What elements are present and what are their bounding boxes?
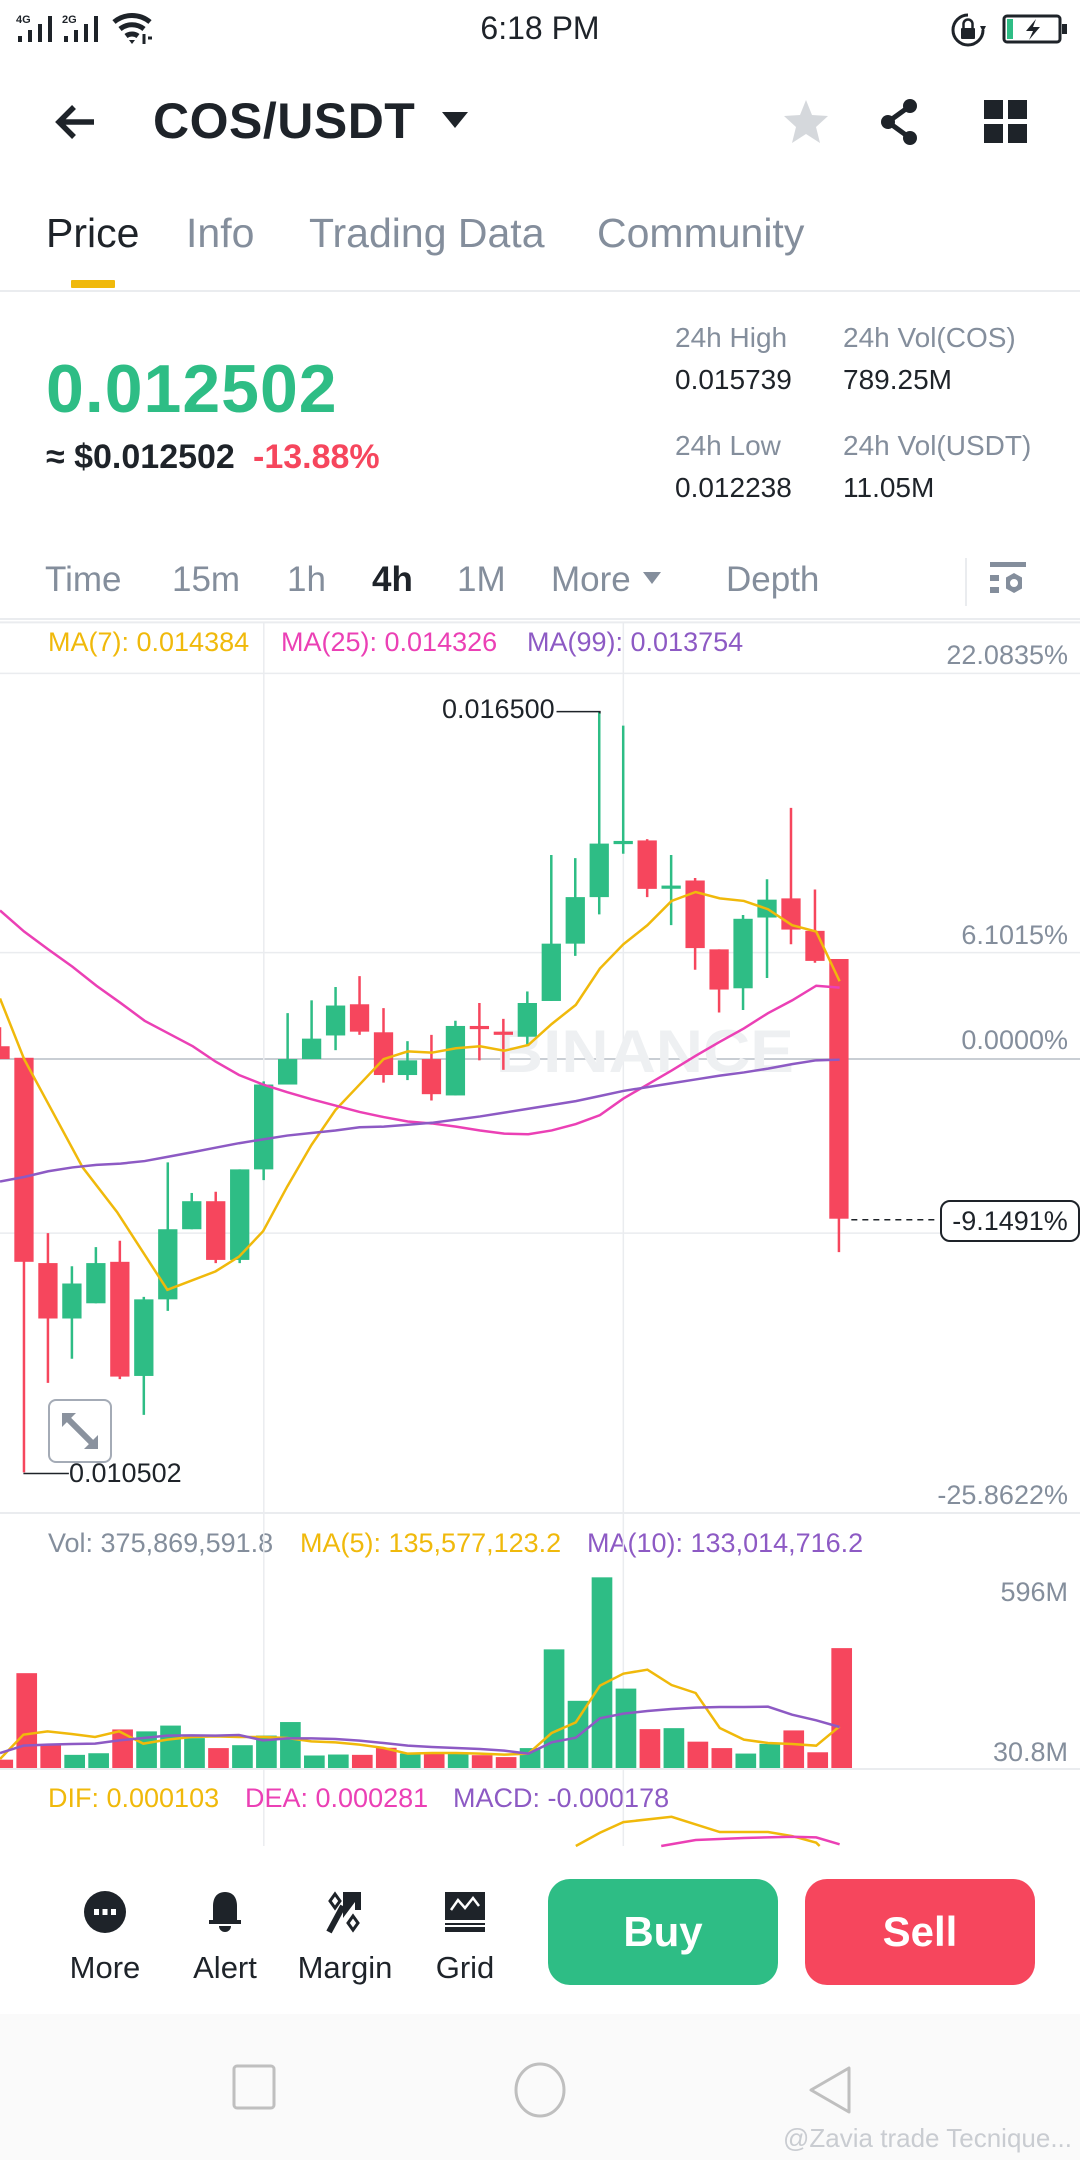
fullscreen-button[interactable] (48, 1399, 112, 1463)
interval-4h[interactable]: 4h (372, 560, 413, 599)
macd-legend: MACD: -0.000178 (453, 1783, 670, 1813)
status-bar: 4G 2G 6:18 PM (0, 0, 1080, 60)
axis-label-bottom: -25.8622% (937, 1480, 1068, 1510)
dea-legend: DEA: 0.000281 (245, 1783, 429, 1813)
last-price: 0.012502 (46, 351, 338, 427)
volume-ma10-line (0, 1707, 840, 1754)
more-button[interactable]: More (50, 1890, 160, 1990)
interval-depth[interactable]: Depth (726, 560, 820, 599)
ma99-line (0, 1060, 840, 1182)
binance-watermark: BINANCE (496, 1018, 794, 1085)
header: COS/USDT (0, 80, 1080, 164)
ma99-legend: MA(99): 0.013754 (527, 627, 744, 657)
low-24h-label: 24h Low (675, 430, 781, 461)
tab-bar: Price Info Trading Data Community (0, 200, 1080, 292)
tab-trading-data[interactable]: Trading Data (309, 210, 545, 256)
watermark-text: @Zavia trade Tecnique... (783, 2123, 1072, 2153)
rotation-lock-icon (951, 13, 986, 47)
margin-button[interactable]: Margin (290, 1890, 400, 1990)
alert-label: Alert (193, 1950, 257, 1985)
high-marker-line (557, 712, 600, 714)
chevron-down-icon (642, 571, 661, 584)
interval-bar: Time 15m 1h 4h 1M More Depth (0, 540, 1080, 620)
vol-quote-label: 24h Vol(USDT) (843, 430, 1032, 461)
interval-time[interactable]: Time (45, 560, 122, 599)
usd-equivalent: ≈ $0.012502 (46, 438, 235, 476)
divider (965, 558, 967, 606)
buy-button[interactable]: Buy (548, 1879, 778, 1985)
axis-label-0pct: 0.0000% (961, 1025, 1068, 1055)
grid-layout-icon[interactable] (978, 94, 1034, 150)
tab-info[interactable]: Info (186, 210, 255, 256)
volume-ma5-line (0, 1670, 840, 1759)
volume-bars (0, 1577, 853, 1769)
percent-icon (326, 1891, 361, 1934)
home-circle-icon[interactable] (512, 2062, 568, 2118)
tab-community[interactable]: Community (597, 210, 805, 256)
battery-charging-icon (1002, 14, 1067, 44)
low-24h-value: 0.012238 (675, 472, 792, 503)
grid-label: Grid (435, 1950, 495, 1985)
volume-ma5-legend: MA(5): 135,577,123.2 (300, 1528, 562, 1558)
active-tab-indicator (71, 280, 115, 288)
dif-line (576, 1817, 820, 1846)
interval-more[interactable]: More (551, 560, 661, 600)
candles (0, 712, 849, 1473)
ma7-legend: MA(7): 0.014384 (48, 627, 250, 657)
bell-icon (209, 1892, 241, 1932)
low-price-label: 0.010502 (69, 1458, 182, 1488)
more-dots-icon (84, 1891, 126, 1933)
dropdown-caret-icon[interactable] (442, 112, 468, 128)
svg-text:2G: 2G (62, 14, 77, 26)
back-arrow-icon[interactable] (48, 94, 104, 150)
system-nav-bar: @Zavia trade Tecnique... (0, 2014, 1080, 2160)
dif-legend: DIF: 0.000103 (48, 1783, 220, 1813)
grid-trading-icon (445, 1892, 485, 1932)
back-triangle-icon[interactable] (805, 2064, 855, 2116)
price-change-percent: -13.88% (253, 438, 380, 476)
interval-1h[interactable]: 1h (287, 560, 326, 599)
grid-button[interactable]: Grid (410, 1890, 520, 1990)
volume-ma10-legend: MA(10): 133,014,716.2 (587, 1528, 864, 1558)
status-time: 6:18 PM (480, 10, 600, 46)
volume-max-label: 596M (1000, 1577, 1068, 1607)
interval-1m[interactable]: 1M (457, 560, 506, 599)
svg-text:4G: 4G (16, 14, 31, 26)
recents-square-icon[interactable] (232, 2064, 278, 2112)
volume-min-label: 30.8M (992, 1737, 1068, 1767)
interval-more-label: More (551, 560, 631, 599)
macd-chart[interactable] (0, 1769, 1080, 1846)
ma25-line (0, 910, 840, 1134)
wifi-icon (112, 13, 152, 44)
volume-legend: Vol: 375,869,591.8 (48, 1528, 274, 1558)
interval-15m[interactable]: 15m (172, 560, 241, 599)
expand-icon (62, 1413, 98, 1449)
candlestick-chart[interactable]: BINANCE (0, 600, 1080, 1513)
grid-lines (0, 622, 1080, 1513)
share-icon[interactable] (872, 94, 928, 150)
margin-label: Margin (297, 1950, 393, 1985)
current-price-tag[interactable]: -9.1491% (940, 1200, 1080, 1242)
alert-button[interactable]: Alert (170, 1890, 280, 1990)
axis-label-6pct: 6.1015% (961, 920, 1068, 950)
signal-4g-icon: 4G (16, 14, 52, 42)
high-24h-label: 24h High (675, 322, 788, 353)
high-24h-value: 0.015739 (675, 364, 792, 395)
dea-line (661, 1837, 839, 1846)
signal-2g-icon: 2G (62, 14, 98, 42)
ma25-legend: MA(25): 0.014326 (281, 627, 498, 657)
high-price-label: 0.016500 (442, 694, 555, 724)
axis-label-top: 22.0835% (946, 640, 1068, 670)
ma7-line (0, 892, 840, 1290)
vol-base-label: 24h Vol(COS) (843, 322, 1016, 353)
volume-chart[interactable] (0, 1513, 1080, 1769)
chart-settings-icon[interactable] (988, 560, 1028, 600)
favorite-star-icon[interactable] (778, 94, 834, 150)
sell-button[interactable]: Sell (805, 1879, 1035, 1985)
more-label: More (69, 1950, 141, 1985)
vol-base-value: 789.25M (843, 364, 952, 395)
tab-price[interactable]: Price (46, 210, 140, 256)
vol-quote-value: 11.05M (843, 472, 935, 503)
pair-title[interactable]: COS/USDT (153, 93, 416, 149)
